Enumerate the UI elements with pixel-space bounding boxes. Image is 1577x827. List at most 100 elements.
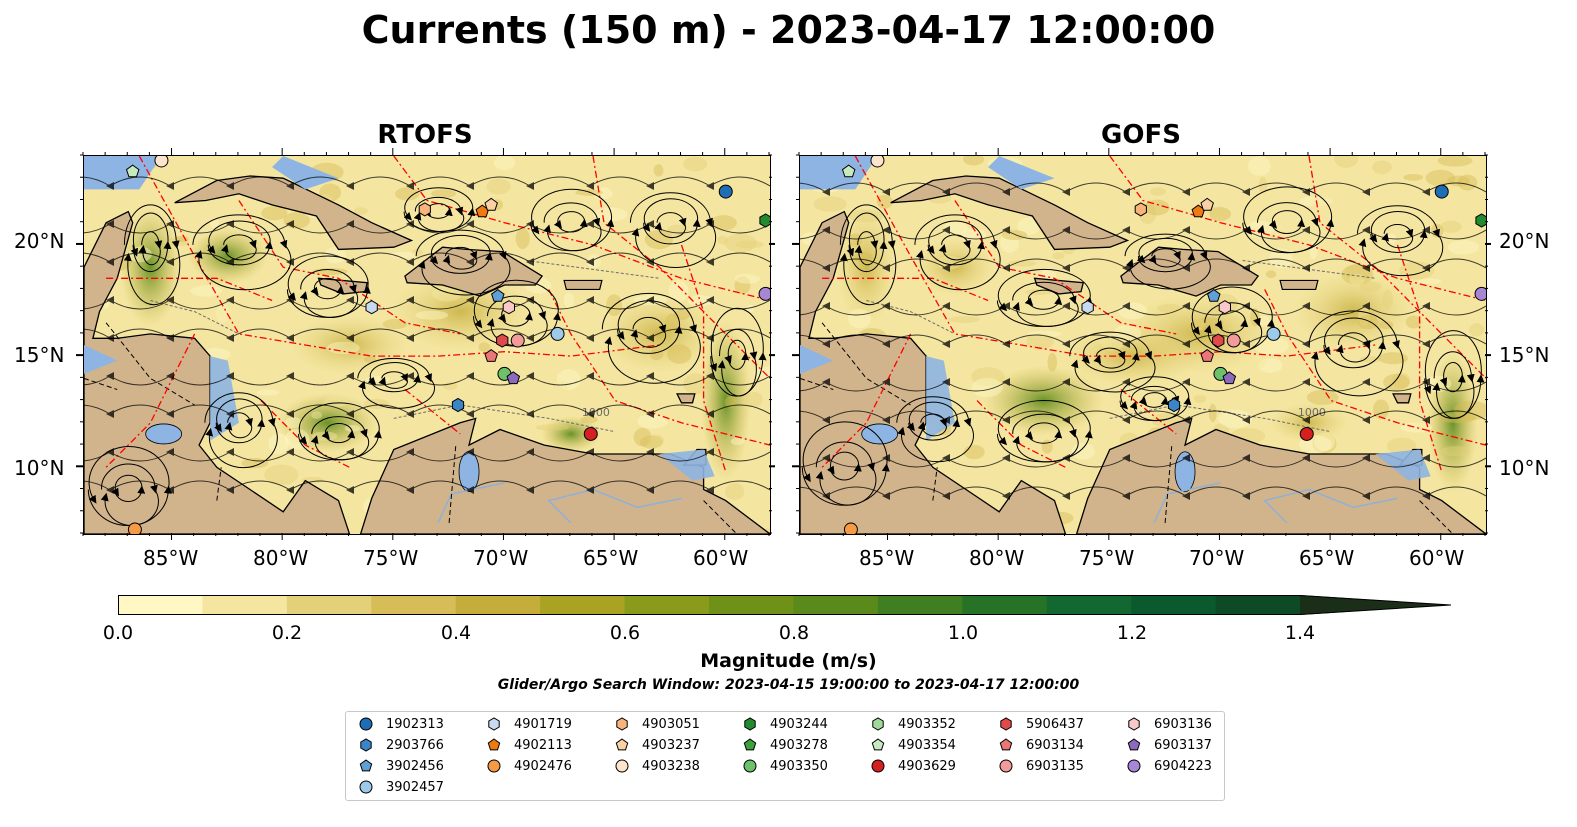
- current-streamline: [800, 486, 1486, 501]
- lake-nicaragua: [145, 423, 183, 445]
- speed-texture: [619, 268, 640, 284]
- speed-texture: [731, 471, 749, 489]
- float-marker-3902456: [1207, 288, 1221, 302]
- float-marker-6903137: [1222, 371, 1237, 385]
- speed-texture: [216, 323, 237, 335]
- float-marker-1902313: [1434, 184, 1449, 199]
- speed-texture: [1000, 232, 1019, 253]
- legend-marker-icon: [615, 738, 629, 751]
- speed-texture: [215, 304, 231, 323]
- speed-texture: [1144, 199, 1170, 216]
- current-streamline: [84, 447, 770, 462]
- current-streamline: [286, 255, 371, 318]
- speed-texture: [1381, 243, 1418, 263]
- lon-tick-rtofs-80: 80°W: [253, 546, 309, 570]
- legend-marker-4902476: [487, 759, 501, 773]
- current-streamline: [84, 404, 770, 419]
- speed-texture: [717, 235, 728, 245]
- speed-texture: [256, 389, 280, 396]
- country-border: [821, 322, 911, 406]
- colorbar-tick: 1.4: [1284, 622, 1316, 644]
- shallow-water: [84, 156, 162, 190]
- float-marker-4901719: [365, 300, 378, 315]
- legend-marker-6903135: [999, 759, 1013, 773]
- legend-marker-icon: [615, 759, 629, 773]
- legend-label: 1902313: [386, 716, 444, 732]
- float-marker-6903134: [1200, 348, 1214, 362]
- speed-texture: [744, 391, 763, 408]
- speed-texture: [1369, 160, 1386, 169]
- legend-item: 4903352: [870, 716, 956, 732]
- speed-texture: [673, 309, 691, 321]
- float-marker-4903051: [1134, 202, 1147, 217]
- float-marker-4903244: [759, 213, 770, 228]
- legend-marker-icon: [871, 759, 885, 773]
- legend-marker-icon: [1000, 717, 1012, 731]
- lon-tick-gofs-70: 70°W: [1189, 546, 1245, 570]
- current-streamline: [1124, 233, 1211, 290]
- speed-texture: [639, 435, 663, 449]
- lat-tick-right-15: 15°N: [1499, 343, 1550, 367]
- current-streamline: [84, 328, 770, 343]
- current-streamline: [800, 453, 1486, 468]
- speed-texture: [415, 310, 449, 320]
- eez-boundary: [1264, 289, 1486, 446]
- legend-item: 4903350: [742, 758, 828, 774]
- speed-texture: [1425, 169, 1456, 187]
- speed-texture: [493, 156, 516, 171]
- current-streamline: [87, 446, 172, 526]
- current-streamline: [800, 377, 1486, 392]
- speed-texture: [1312, 433, 1337, 454]
- float-marker-4903354: [841, 164, 856, 178]
- eez-boundary: [238, 200, 461, 335]
- float-marker-4902476: [127, 522, 142, 534]
- legend-label: 4903629: [898, 758, 956, 774]
- legend-label: 5906437: [1026, 716, 1084, 732]
- colorbar-tick: 0.8: [778, 622, 810, 644]
- float-marker-5906437: [1212, 333, 1225, 348]
- speed-texture: [1269, 248, 1293, 269]
- speed-texture: [515, 227, 530, 250]
- legend-label: 6903135: [1026, 758, 1084, 774]
- legend-marker-4903350: [743, 759, 757, 773]
- legend-marker-4903238: [615, 759, 629, 773]
- float-marker-2903766: [451, 397, 465, 413]
- legend-label: 4903237: [642, 737, 700, 753]
- speed-texture: [1312, 195, 1347, 217]
- legend-marker-6903136: [1128, 717, 1140, 731]
- colorbar-segment: [1046, 595, 1132, 615]
- speed-texture: [731, 491, 764, 511]
- legend-label: 4903278: [770, 737, 828, 753]
- legend-item: 3902457: [358, 779, 444, 795]
- current-streamline: [800, 225, 1486, 240]
- isobath-label: 1000: [1298, 406, 1326, 419]
- legend-label: 4902476: [514, 758, 572, 774]
- speed-texture: [633, 427, 652, 447]
- legend-marker-icon: [743, 738, 757, 751]
- legend-item: 4902476: [486, 758, 572, 774]
- legend-label: 4903238: [642, 758, 700, 774]
- speed-texture: [1378, 320, 1394, 330]
- current-streamline: [800, 301, 1486, 316]
- legend-label: 3902457: [386, 779, 444, 795]
- colorbar-segment: [877, 595, 963, 615]
- speed-texture: [1441, 446, 1471, 457]
- country-border: [216, 467, 222, 501]
- isobath-1000: [150, 300, 240, 335]
- legend-label: 3902456: [386, 758, 444, 774]
- legend-item: 4903629: [870, 758, 956, 774]
- current-streamline: [530, 188, 615, 252]
- speed-texture: [1314, 433, 1336, 452]
- speed-texture: [1440, 220, 1462, 233]
- country-border: [84, 377, 118, 390]
- shallow-water: [84, 345, 118, 374]
- legend-marker-3902456: [359, 759, 373, 772]
- legend-label: 4903244: [770, 716, 828, 732]
- legend-item: 6903136: [1126, 716, 1212, 732]
- float-marker-6903137: [506, 371, 521, 385]
- speed-texture: [1349, 273, 1365, 286]
- current-streamline: [84, 295, 770, 310]
- legend-marker-icon: [744, 717, 756, 731]
- speed-texture: [1210, 156, 1246, 170]
- speed-texture: [1372, 160, 1392, 175]
